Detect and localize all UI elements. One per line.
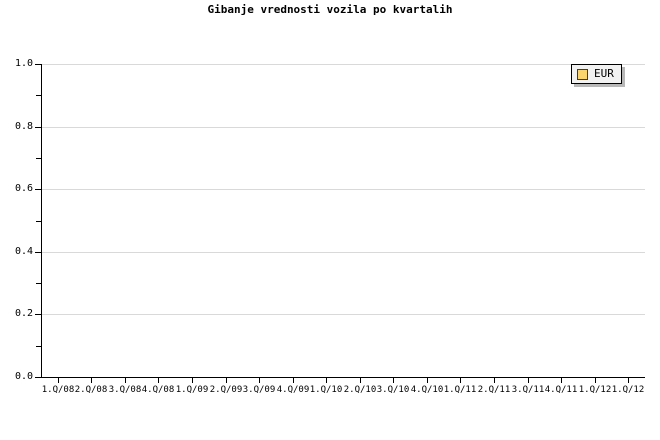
x-tick-label-2: 3.Q/08 bbox=[108, 385, 142, 395]
series-layer-eur bbox=[41, 64, 645, 377]
y-tick-major-0 bbox=[35, 377, 41, 378]
x-tick-label-1: 2.Q/08 bbox=[74, 385, 108, 395]
x-tick-label-4: 1.Q/09 bbox=[175, 385, 209, 395]
y-tick-label-2: 0.4 bbox=[14, 246, 33, 257]
x-tick-9 bbox=[360, 378, 361, 383]
x-tick-5 bbox=[226, 378, 227, 383]
x-tick-label-6: 3.Q/09 bbox=[242, 385, 276, 395]
gridline-y-4 bbox=[41, 127, 645, 128]
gridline-y-1 bbox=[41, 314, 645, 315]
y-tick-major-5 bbox=[35, 64, 41, 65]
x-tick-1 bbox=[91, 378, 92, 383]
x-tick-0 bbox=[58, 378, 59, 383]
y-tick-label-0: 0.0 bbox=[14, 371, 33, 382]
x-tick-label-12: 1.Q/11 bbox=[443, 385, 477, 395]
y-tick-label-3: 0.6 bbox=[14, 183, 33, 194]
x-tick-label-15: 4.Q/11 bbox=[544, 385, 578, 395]
x-tick-label-17: 1.Q/12 bbox=[611, 385, 645, 395]
x-tick-16 bbox=[595, 378, 596, 383]
y-tick-minor-0 bbox=[36, 346, 41, 347]
y-tick-label-4: 0.8 bbox=[14, 121, 33, 132]
y-tick-label-5: 1.0 bbox=[14, 58, 33, 69]
chart-legend[interactable]: EUR bbox=[571, 64, 622, 84]
x-tick-4 bbox=[192, 378, 193, 383]
x-tick-label-10: 3.Q/10 bbox=[376, 385, 410, 395]
plot-area bbox=[41, 64, 645, 378]
x-tick-13 bbox=[494, 378, 495, 383]
y-tick-label-1: 0.2 bbox=[14, 308, 33, 319]
x-tick-label-11: 4.Q/10 bbox=[410, 385, 444, 395]
x-tick-12 bbox=[460, 378, 461, 383]
x-tick-label-9: 2.Q/10 bbox=[343, 385, 377, 395]
x-tick-7 bbox=[293, 378, 294, 383]
x-tick-label-16: 1.Q/12 bbox=[578, 385, 612, 395]
y-tick-major-2 bbox=[35, 252, 41, 253]
y-tick-minor-2 bbox=[36, 221, 41, 222]
y-tick-minor-1 bbox=[36, 283, 41, 284]
x-tick-14 bbox=[528, 378, 529, 383]
chart-title: Gibanje vrednosti vozila po kvartalih bbox=[207, 3, 453, 16]
y-tick-minor-3 bbox=[36, 158, 41, 159]
x-tick-3 bbox=[158, 378, 159, 383]
x-tick-label-7: 4.Q/09 bbox=[276, 385, 310, 395]
x-tick-8 bbox=[326, 378, 327, 383]
x-tick-10 bbox=[393, 378, 394, 383]
x-tick-label-13: 2.Q/11 bbox=[477, 385, 511, 395]
legend-swatch-eur bbox=[577, 68, 588, 80]
y-axis-line bbox=[41, 64, 42, 378]
x-tick-11 bbox=[427, 378, 428, 383]
x-tick-15 bbox=[561, 378, 562, 383]
legend-label-eur: EUR bbox=[594, 67, 614, 80]
y-tick-major-1 bbox=[35, 314, 41, 315]
x-tick-label-14: 3.Q/11 bbox=[511, 385, 545, 395]
gridline-y-5 bbox=[41, 64, 645, 65]
y-tick-minor-4 bbox=[36, 95, 41, 96]
x-tick-17 bbox=[628, 378, 629, 383]
x-tick-label-0: 1.Q/08 bbox=[41, 385, 75, 395]
y-tick-major-3 bbox=[35, 189, 41, 190]
x-tick-label-5: 2.Q/09 bbox=[209, 385, 243, 395]
gridline-y-3 bbox=[41, 189, 645, 190]
x-tick-label-8: 1.Q/10 bbox=[309, 385, 343, 395]
x-tick-6 bbox=[259, 378, 260, 383]
x-axis-line bbox=[41, 377, 645, 378]
x-tick-2 bbox=[125, 378, 126, 383]
x-tick-label-3: 4.Q/08 bbox=[141, 385, 175, 395]
gridline-y-2 bbox=[41, 252, 645, 253]
y-tick-major-4 bbox=[35, 127, 41, 128]
y-axis-labels: 0.0 0.2 0.4 0.6 0.8 1.0 bbox=[0, 0, 33, 440]
